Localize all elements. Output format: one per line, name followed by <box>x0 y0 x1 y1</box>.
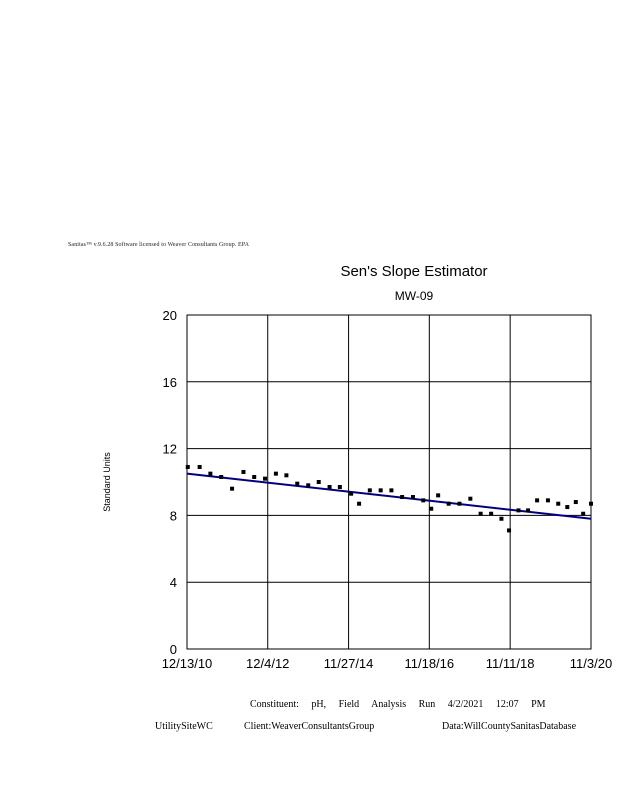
data-point <box>526 508 531 513</box>
data-point <box>197 464 202 469</box>
data-point <box>316 480 321 484</box>
data-point <box>446 501 451 506</box>
data-point <box>337 485 342 490</box>
data-point <box>349 491 354 496</box>
x-tick-label: 11/3/20 <box>570 656 612 671</box>
data-point <box>208 471 213 476</box>
data-point <box>565 505 570 510</box>
data-point <box>284 473 289 478</box>
data-points <box>185 464 593 533</box>
chart-subtitle: MW-09 <box>394 289 434 303</box>
data-point <box>252 474 257 479</box>
data-point <box>241 469 246 474</box>
footer-site: UtilitySiteWC <box>155 721 213 732</box>
data-point <box>306 483 311 488</box>
data-point <box>367 488 372 493</box>
y-tick-label: 20 <box>163 308 177 323</box>
data-point <box>421 498 426 503</box>
data-point <box>230 486 235 491</box>
data-point <box>389 488 394 493</box>
data-point <box>410 495 415 500</box>
data-point <box>436 493 441 498</box>
data-point <box>219 474 224 479</box>
y-tick-labels: 0 4 8 12 16 20 <box>163 308 177 657</box>
plot-area-frame <box>186 314 592 650</box>
data-point <box>429 506 434 511</box>
data-point <box>516 508 521 513</box>
footer-client: Client:WeaverConsultantsGroup <box>244 721 375 732</box>
data-point <box>556 501 561 506</box>
y-tick-label: 0 <box>170 642 177 657</box>
y-tick-label: 4 <box>170 575 177 590</box>
data-point <box>499 516 504 521</box>
x-tick-label: 11/11/18 <box>486 656 535 671</box>
data-point <box>589 501 593 506</box>
data-point <box>327 485 332 490</box>
grid-lines <box>186 314 592 650</box>
data-point <box>478 511 483 516</box>
data-point <box>357 501 362 506</box>
y-tick-label: 12 <box>163 442 177 457</box>
x-tick-labels: 12/13/10 12/4/12 11/27/14 11/18/16 11/11/18 1… <box>162 656 613 671</box>
sens-slope-trend-line <box>186 472 592 520</box>
x-tick-label: 12/4/12 <box>246 656 289 671</box>
chart-title: Sen's Slope Estimator <box>340 263 488 280</box>
data-point <box>263 476 268 481</box>
data-point <box>468 496 473 501</box>
data-point <box>507 528 512 533</box>
x-tick-label: 12/13/10 <box>162 656 213 671</box>
footer-data: Data:WillCountySanitasDatabase <box>442 721 577 732</box>
x-tick-label: 11/27/14 <box>324 656 374 671</box>
data-point <box>273 471 278 476</box>
data-point <box>295 481 300 486</box>
x-tick-label: 11/18/16 <box>404 656 454 671</box>
software-license-line: Sanitas™ v.9.6.28 Software licensed to W… <box>68 242 250 248</box>
data-point <box>457 501 462 506</box>
trend-line-layer <box>186 472 592 520</box>
data-point <box>185 464 190 469</box>
data-point <box>378 488 383 493</box>
data-point <box>545 498 550 503</box>
footer-constituent: Constituent: pH, Field Analysis Run 4/2/… <box>250 699 546 710</box>
data-point <box>489 511 494 516</box>
data-point <box>535 498 540 503</box>
data-point <box>581 511 586 516</box>
data-point <box>573 500 578 505</box>
y-tick-label: 16 <box>163 375 177 390</box>
y-tick-label: 8 <box>170 508 177 523</box>
data-point <box>400 495 405 500</box>
